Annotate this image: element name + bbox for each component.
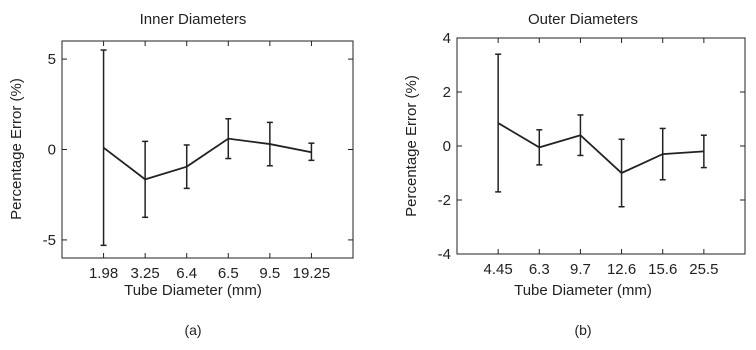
chart-title: Inner Diameters	[140, 11, 247, 28]
x-axis-label: Tube Diameter (mm)	[514, 282, 652, 299]
x-tick-label: 1.98	[89, 265, 118, 282]
panel-caption: (a)	[184, 322, 201, 338]
x-axis-label: Tube Diameter (mm)	[124, 282, 262, 299]
y-tick-label: 0	[443, 138, 451, 155]
x-tick-label: 12.6	[607, 261, 636, 278]
y-axis-label: Percentage Error (%)	[8, 78, 25, 220]
x-tick-label: 3.25	[131, 265, 160, 282]
x-axis-ticks: 4.45 6.3 9.7 12.6 15.6 25.5	[484, 38, 718, 278]
x-tick-label: 25.5	[689, 261, 718, 278]
x-tick-label: 6.5	[218, 265, 239, 282]
y-tick-label: 4	[443, 30, 451, 47]
x-tick-label: 9.5	[259, 265, 280, 282]
series-polyline	[497, 122, 704, 175]
error-bars	[495, 53, 707, 208]
error-bars	[100, 49, 315, 247]
y-tick-label: -2	[438, 192, 451, 209]
x-tick-label: 9.7	[570, 261, 591, 278]
y-tick-label: 2	[443, 84, 451, 101]
y-axis-ticks: -4 -2 0 2 4	[438, 30, 745, 263]
chart-panel-outer-diameters: Outer Diameters -4 -2 0 2 4 4.45 6.3 9.7 12.6 15…	[403, 11, 746, 338]
y-axis-ticks: -5 0 5	[43, 51, 353, 249]
x-tick-label: 6.4	[176, 265, 197, 282]
series-line	[497, 122, 704, 175]
y-tick-label: -4	[438, 246, 451, 263]
plot-frame	[456, 37, 746, 255]
x-tick-label: 19.25	[293, 265, 331, 282]
series-line	[103, 137, 312, 181]
y-tick-label: -5	[43, 232, 56, 249]
chart-title: Outer Diameters	[528, 11, 638, 28]
panel-caption: (b)	[574, 322, 591, 338]
series-polyline	[103, 137, 312, 181]
x-tick-label: 4.45	[484, 261, 513, 278]
x-axis-ticks: 1.98 3.25 6.4 6.5 9.5 19.25	[89, 41, 330, 282]
chart-panel-inner-diameters: Inner Diameters -5 0 5 1.98 3.25 6.4 6.5 9.5 19…	[8, 11, 354, 338]
x-tick-label: 15.6	[648, 261, 677, 278]
y-tick-label: 0	[48, 142, 56, 159]
y-tick-label: 5	[48, 51, 56, 68]
y-axis-label: Percentage Error (%)	[403, 75, 420, 217]
x-tick-label: 6.3	[529, 261, 550, 278]
